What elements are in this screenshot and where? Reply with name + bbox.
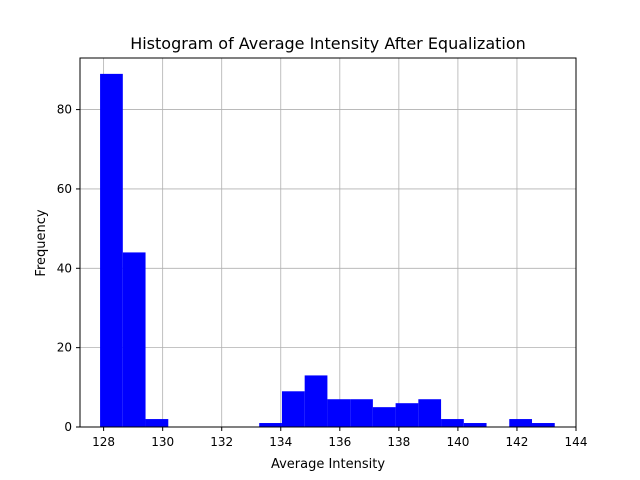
chart-title: Histogram of Average Intensity After Equ… xyxy=(130,34,526,53)
histogram-bar xyxy=(281,391,305,427)
histogram-bar xyxy=(304,375,328,427)
histogram-bar xyxy=(509,419,533,427)
histogram-bar xyxy=(463,423,487,427)
y-axis-label: Frequency xyxy=(34,209,49,276)
histogram-bars xyxy=(100,73,555,427)
y-tick-label: 80 xyxy=(57,103,72,117)
x-tick-label: 140 xyxy=(446,435,469,449)
histogram-bar xyxy=(122,252,146,427)
histogram-bar xyxy=(418,399,442,427)
grid-lines xyxy=(80,58,577,428)
x-tick-label: 130 xyxy=(151,435,174,449)
histogram-bar xyxy=(350,399,373,427)
y-tick-label: 40 xyxy=(57,261,72,275)
histogram-bar xyxy=(372,407,396,427)
histogram-bar xyxy=(327,399,351,427)
histogram-bar xyxy=(145,419,169,427)
histogram-bar xyxy=(441,419,464,427)
y-tick-label: 20 xyxy=(57,341,72,355)
x-tick-label: 132 xyxy=(210,435,233,449)
y-tick-label: 60 xyxy=(57,182,72,196)
x-tick-label: 144 xyxy=(565,435,588,449)
x-tick-label: 128 xyxy=(92,435,115,449)
x-tick-label: 138 xyxy=(387,435,410,449)
histogram-bar xyxy=(100,73,123,427)
x-axis-label: Average Intensity xyxy=(271,457,385,472)
x-tick-label: 142 xyxy=(505,435,528,449)
axis-ticks: 128 130 132 134 136 138 140 142 144 0 20 40 60 80 xyxy=(57,103,588,449)
x-tick-label: 136 xyxy=(328,435,351,449)
x-tick-label: 134 xyxy=(269,435,292,449)
y-tick-label: 0 xyxy=(64,420,72,434)
histogram-bar xyxy=(532,423,555,427)
histogram-bar xyxy=(259,423,282,427)
histogram-bar xyxy=(395,403,419,427)
plot-frame xyxy=(79,57,577,428)
